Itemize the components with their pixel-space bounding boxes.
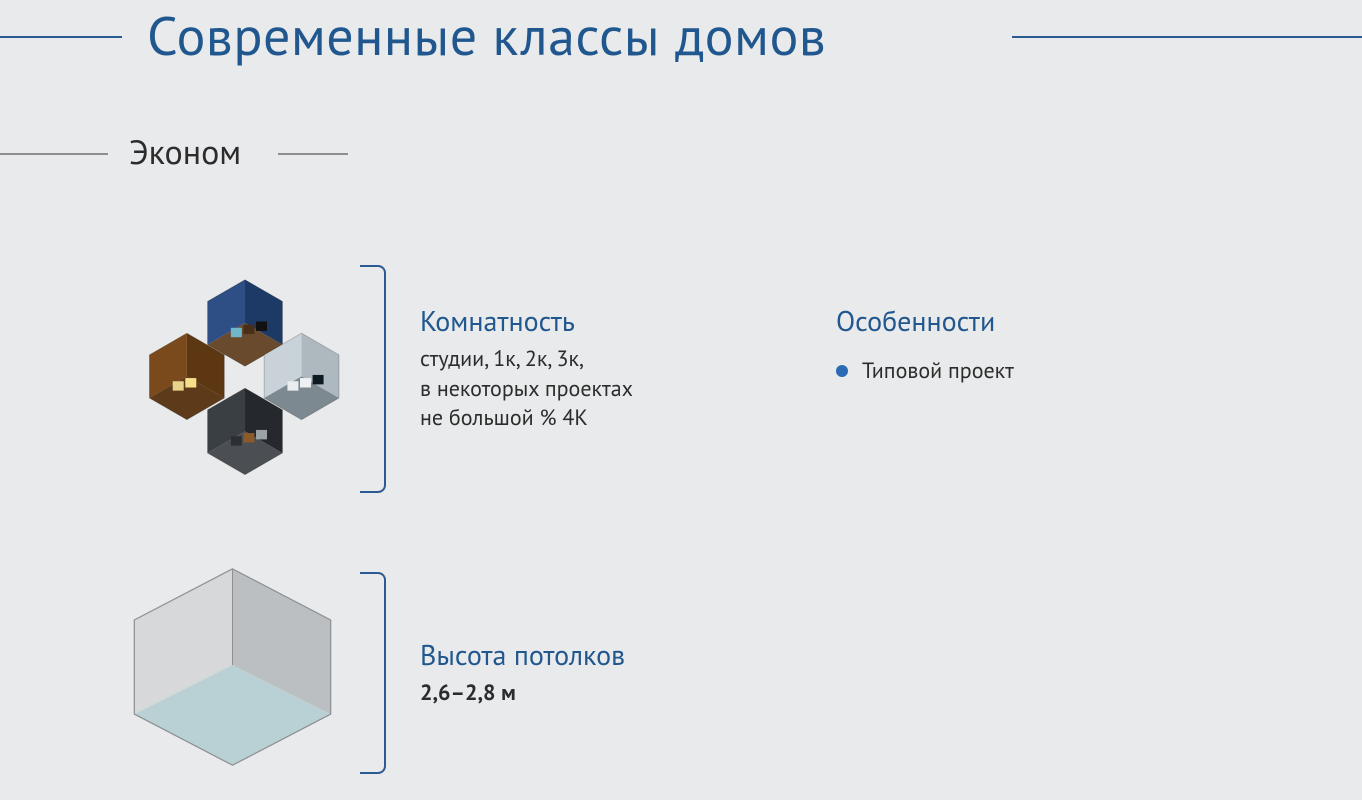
bracket-rooms [360, 265, 386, 493]
ceiling-isometric-icon [120, 560, 345, 770]
feature-item: Типовой проект [836, 357, 1014, 385]
section-rooms: Комнатность студии, 1к, 2к, 3к, в некото… [420, 302, 633, 434]
section-ceiling: Высота потолков 2,6–2,8 м [420, 636, 625, 709]
class-name: Эконом [129, 130, 241, 174]
bracket-ceiling [360, 572, 386, 774]
header-rule-right [1012, 36, 1362, 38]
bullet-icon [836, 365, 848, 377]
section-features: Особенности Типовой проект [836, 302, 1014, 385]
subheader-rule-left [0, 153, 108, 155]
page-title: Современные классы домов [147, 0, 826, 70]
rooms-isometric-icon [135, 248, 355, 508]
header-rule-left [0, 36, 122, 38]
subheader-rule-right [278, 153, 348, 155]
ceiling-title: Высота потолков [420, 636, 625, 673]
rooms-title: Комнатность [420, 302, 633, 339]
feature-label: Типовой проект [862, 357, 1014, 385]
rooms-body: студии, 1к, 2к, 3к, в некоторых проектах… [420, 345, 633, 434]
features-title: Особенности [836, 302, 1014, 339]
ceiling-body: 2,6–2,8 м [420, 679, 625, 709]
